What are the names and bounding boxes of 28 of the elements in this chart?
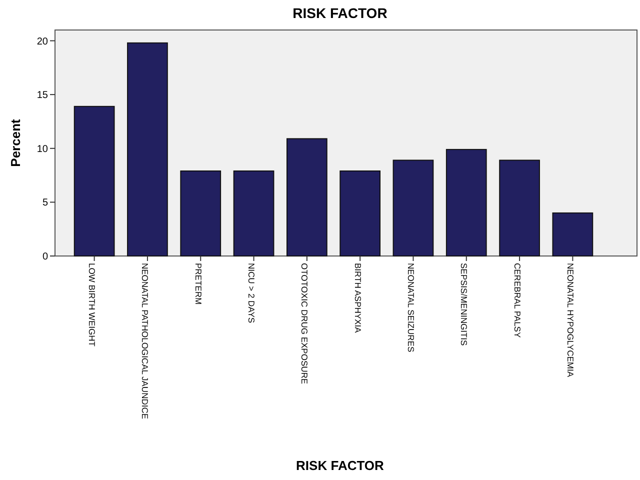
x-tick-label: OTOTOXIC DRUG EXPOSURE [300,263,310,384]
bar [340,170,381,256]
y-tick-label: 20 [36,36,48,48]
x-tick-label: BIRTH ASPHYXIA [352,263,363,334]
y-tick-label: 15 [36,90,48,102]
bar [233,170,274,256]
bar [74,106,115,256]
bar [180,170,222,256]
x-tick-label: NICU > 2 DAYS [246,263,257,324]
bar [446,148,487,256]
bar [552,212,594,256]
y-tick-label: 0 [42,252,48,262]
y-axis-title: Percent [8,118,23,167]
x-tick-label: PRETERM [193,263,204,305]
x-tick-label: LOW BIRTH WEIGHT [87,263,98,346]
bar [127,42,168,256]
x-tick-label: NEONATAL HYPOGLYCEMIA [565,263,576,378]
bar [392,160,434,256]
x-tick-label: NEONATAL SEIZURES [406,263,416,352]
bar [286,138,328,256]
y-tick-label: 10 [36,144,48,155]
x-tick-label: CEREBRAL PALSY [512,263,522,338]
x-axis-title: RISK FACTOR [296,458,385,473]
x-tick-label: SEPSIS/MENINGITIS [459,263,470,346]
y-tick-label: 5 [42,198,48,209]
x-tick-label: NEONATAL PATHOLOGICAL JAUNDICE [140,263,150,420]
bar [499,160,540,256]
chart-title: RISK FACTOR [292,5,388,21]
